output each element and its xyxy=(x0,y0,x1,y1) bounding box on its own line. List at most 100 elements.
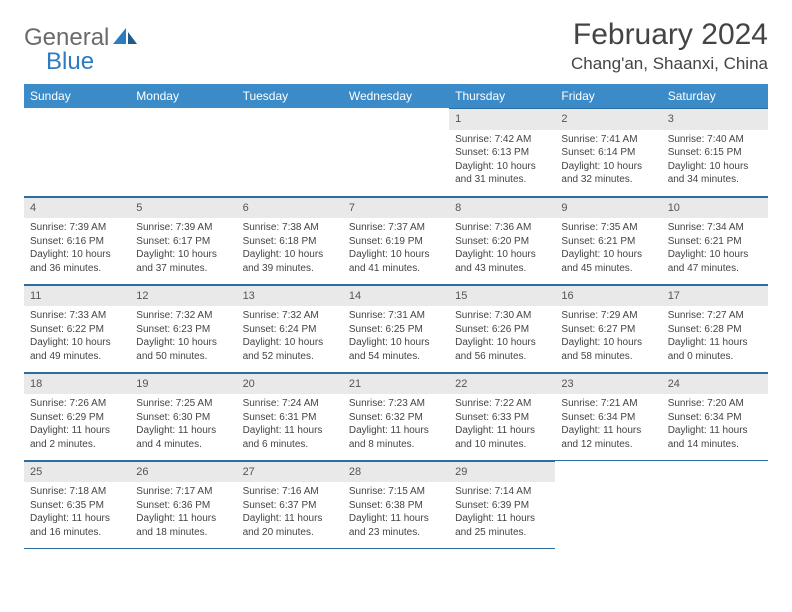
day-number: 5 xyxy=(130,197,236,219)
calendar-cell: 1Sunrise: 7:42 AMSunset: 6:13 PMDaylight… xyxy=(449,108,555,196)
calendar-cell: 26Sunrise: 7:17 AMSunset: 6:36 PMDayligh… xyxy=(130,460,236,548)
weekday-header: Thursday xyxy=(449,84,555,108)
calendar-row: 18Sunrise: 7:26 AMSunset: 6:29 PMDayligh… xyxy=(24,372,768,460)
calendar-cell xyxy=(237,108,343,196)
logo-text-blue: Blue xyxy=(46,48,94,75)
day-number: 29 xyxy=(449,461,555,483)
day-number: 9 xyxy=(555,197,661,219)
day-number: 20 xyxy=(237,373,343,395)
day-number: 8 xyxy=(449,197,555,219)
calendar-cell: 9Sunrise: 7:35 AMSunset: 6:21 PMDaylight… xyxy=(555,196,661,284)
day-body: Sunrise: 7:36 AMSunset: 6:20 PMDaylight:… xyxy=(449,218,555,281)
day-number: 15 xyxy=(449,285,555,307)
calendar-cell: 7Sunrise: 7:37 AMSunset: 6:19 PMDaylight… xyxy=(343,196,449,284)
day-body: Sunrise: 7:39 AMSunset: 6:17 PMDaylight:… xyxy=(130,218,236,281)
day-number: 22 xyxy=(449,373,555,395)
day-body: Sunrise: 7:18 AMSunset: 6:35 PMDaylight:… xyxy=(24,482,130,545)
day-number: 11 xyxy=(24,285,130,307)
location: Chang'an, Shaanxi, China xyxy=(571,54,768,74)
calendar-cell: 27Sunrise: 7:16 AMSunset: 6:37 PMDayligh… xyxy=(237,460,343,548)
day-body: Sunrise: 7:21 AMSunset: 6:34 PMDaylight:… xyxy=(555,394,661,457)
title-block: February 2024 Chang'an, Shaanxi, China xyxy=(571,18,768,74)
calendar-cell xyxy=(662,460,768,548)
calendar-cell xyxy=(555,460,661,548)
calendar-cell: 16Sunrise: 7:29 AMSunset: 6:27 PMDayligh… xyxy=(555,284,661,372)
calendar-cell: 28Sunrise: 7:15 AMSunset: 6:38 PMDayligh… xyxy=(343,460,449,548)
day-body: Sunrise: 7:29 AMSunset: 6:27 PMDaylight:… xyxy=(555,306,661,369)
day-number: 4 xyxy=(24,197,130,219)
day-body: Sunrise: 7:39 AMSunset: 6:16 PMDaylight:… xyxy=(24,218,130,281)
month-title: February 2024 xyxy=(571,18,768,52)
day-body: Sunrise: 7:22 AMSunset: 6:33 PMDaylight:… xyxy=(449,394,555,457)
day-body: Sunrise: 7:40 AMSunset: 6:15 PMDaylight:… xyxy=(662,130,768,193)
calendar-cell: 11Sunrise: 7:33 AMSunset: 6:22 PMDayligh… xyxy=(24,284,130,372)
calendar-cell: 10Sunrise: 7:34 AMSunset: 6:21 PMDayligh… xyxy=(662,196,768,284)
day-number: 16 xyxy=(555,285,661,307)
weekday-header: Wednesday xyxy=(343,84,449,108)
calendar-body: 1Sunrise: 7:42 AMSunset: 6:13 PMDaylight… xyxy=(24,108,768,548)
day-body: Sunrise: 7:26 AMSunset: 6:29 PMDaylight:… xyxy=(24,394,130,457)
day-body: Sunrise: 7:38 AMSunset: 6:18 PMDaylight:… xyxy=(237,218,343,281)
day-body: Sunrise: 7:23 AMSunset: 6:32 PMDaylight:… xyxy=(343,394,449,457)
day-number: 25 xyxy=(24,461,130,483)
day-body: Sunrise: 7:37 AMSunset: 6:19 PMDaylight:… xyxy=(343,218,449,281)
calendar-cell: 17Sunrise: 7:27 AMSunset: 6:28 PMDayligh… xyxy=(662,284,768,372)
day-number: 19 xyxy=(130,373,236,395)
calendar-cell: 2Sunrise: 7:41 AMSunset: 6:14 PMDaylight… xyxy=(555,108,661,196)
day-body: Sunrise: 7:16 AMSunset: 6:37 PMDaylight:… xyxy=(237,482,343,545)
calendar-cell: 24Sunrise: 7:20 AMSunset: 6:34 PMDayligh… xyxy=(662,372,768,460)
weekday-header: Tuesday xyxy=(237,84,343,108)
calendar-cell: 29Sunrise: 7:14 AMSunset: 6:39 PMDayligh… xyxy=(449,460,555,548)
day-number: 24 xyxy=(662,373,768,395)
calendar-cell: 14Sunrise: 7:31 AMSunset: 6:25 PMDayligh… xyxy=(343,284,449,372)
calendar-row: 1Sunrise: 7:42 AMSunset: 6:13 PMDaylight… xyxy=(24,108,768,196)
day-number: 23 xyxy=(555,373,661,395)
day-body: Sunrise: 7:30 AMSunset: 6:26 PMDaylight:… xyxy=(449,306,555,369)
calendar-cell: 4Sunrise: 7:39 AMSunset: 6:16 PMDaylight… xyxy=(24,196,130,284)
day-number: 10 xyxy=(662,197,768,219)
calendar-cell: 12Sunrise: 7:32 AMSunset: 6:23 PMDayligh… xyxy=(130,284,236,372)
day-number: 3 xyxy=(662,108,768,130)
day-body: Sunrise: 7:15 AMSunset: 6:38 PMDaylight:… xyxy=(343,482,449,545)
calendar-row: 4Sunrise: 7:39 AMSunset: 6:16 PMDaylight… xyxy=(24,196,768,284)
day-body: Sunrise: 7:32 AMSunset: 6:24 PMDaylight:… xyxy=(237,306,343,369)
day-number: 18 xyxy=(24,373,130,395)
weekday-header: Monday xyxy=(130,84,236,108)
day-body: Sunrise: 7:34 AMSunset: 6:21 PMDaylight:… xyxy=(662,218,768,281)
calendar-cell xyxy=(130,108,236,196)
weekday-header: Friday xyxy=(555,84,661,108)
calendar-cell: 20Sunrise: 7:24 AMSunset: 6:31 PMDayligh… xyxy=(237,372,343,460)
day-number: 14 xyxy=(343,285,449,307)
calendar-cell: 3Sunrise: 7:40 AMSunset: 6:15 PMDaylight… xyxy=(662,108,768,196)
day-body: Sunrise: 7:41 AMSunset: 6:14 PMDaylight:… xyxy=(555,130,661,193)
weekday-header-row: SundayMondayTuesdayWednesdayThursdayFrid… xyxy=(24,84,768,108)
calendar-cell: 25Sunrise: 7:18 AMSunset: 6:35 PMDayligh… xyxy=(24,460,130,548)
calendar-row: 25Sunrise: 7:18 AMSunset: 6:35 PMDayligh… xyxy=(24,460,768,548)
day-number: 2 xyxy=(555,108,661,130)
day-number: 13 xyxy=(237,285,343,307)
day-number: 12 xyxy=(130,285,236,307)
day-body: Sunrise: 7:27 AMSunset: 6:28 PMDaylight:… xyxy=(662,306,768,369)
day-body: Sunrise: 7:14 AMSunset: 6:39 PMDaylight:… xyxy=(449,482,555,545)
day-body: Sunrise: 7:17 AMSunset: 6:36 PMDaylight:… xyxy=(130,482,236,545)
calendar-table: SundayMondayTuesdayWednesdayThursdayFrid… xyxy=(24,84,768,549)
calendar-cell: 6Sunrise: 7:38 AMSunset: 6:18 PMDaylight… xyxy=(237,196,343,284)
calendar-cell: 19Sunrise: 7:25 AMSunset: 6:30 PMDayligh… xyxy=(130,372,236,460)
calendar-cell: 8Sunrise: 7:36 AMSunset: 6:20 PMDaylight… xyxy=(449,196,555,284)
calendar-cell: 23Sunrise: 7:21 AMSunset: 6:34 PMDayligh… xyxy=(555,372,661,460)
calendar-cell xyxy=(343,108,449,196)
day-number: 21 xyxy=(343,373,449,395)
day-number: 28 xyxy=(343,461,449,483)
day-number: 7 xyxy=(343,197,449,219)
day-body: Sunrise: 7:33 AMSunset: 6:22 PMDaylight:… xyxy=(24,306,130,369)
calendar-cell: 22Sunrise: 7:22 AMSunset: 6:33 PMDayligh… xyxy=(449,372,555,460)
day-number: 6 xyxy=(237,197,343,219)
calendar-cell: 5Sunrise: 7:39 AMSunset: 6:17 PMDaylight… xyxy=(130,196,236,284)
calendar-cell: 21Sunrise: 7:23 AMSunset: 6:32 PMDayligh… xyxy=(343,372,449,460)
weekday-header: Saturday xyxy=(662,84,768,108)
calendar-cell: 15Sunrise: 7:30 AMSunset: 6:26 PMDayligh… xyxy=(449,284,555,372)
day-number: 27 xyxy=(237,461,343,483)
day-body: Sunrise: 7:25 AMSunset: 6:30 PMDaylight:… xyxy=(130,394,236,457)
day-body: Sunrise: 7:42 AMSunset: 6:13 PMDaylight:… xyxy=(449,130,555,193)
day-body: Sunrise: 7:35 AMSunset: 6:21 PMDaylight:… xyxy=(555,218,661,281)
